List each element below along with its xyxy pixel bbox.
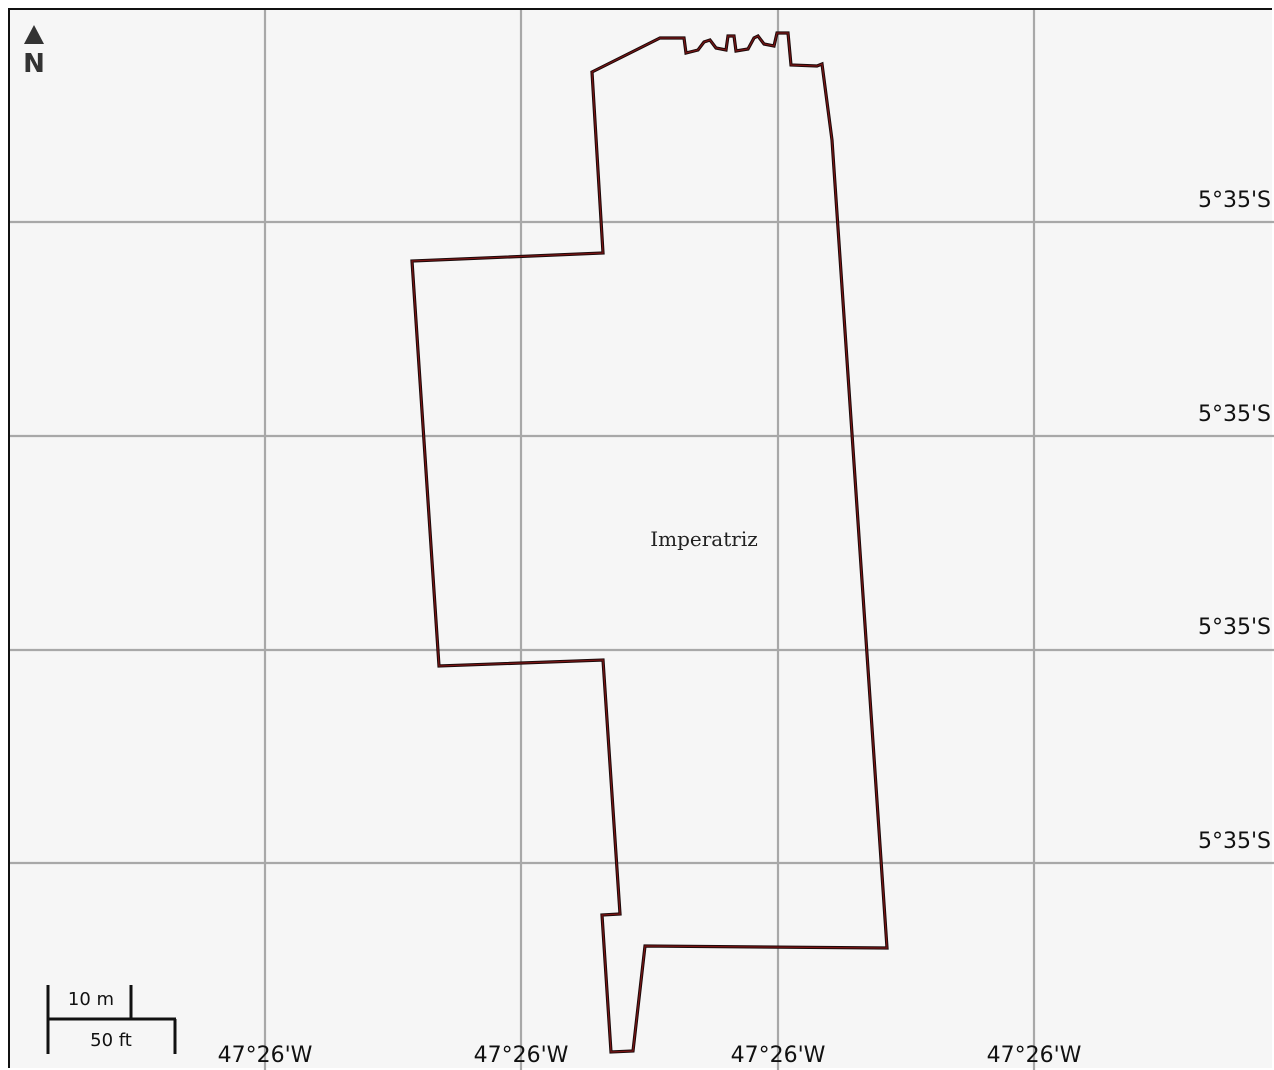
latitude-label: 5°35'S bbox=[1198, 188, 1271, 213]
scale-bar: 10 m 50 ft bbox=[46, 985, 177, 1054]
city-boundary[interactable] bbox=[410, 31, 889, 1054]
north-arrow-icon: N bbox=[23, 25, 45, 79]
longitude-label: 47°26'W bbox=[731, 1043, 826, 1068]
longitude-label: 47°26'W bbox=[474, 1043, 569, 1068]
north-label: N bbox=[23, 49, 45, 79]
place-label: Imperatriz bbox=[650, 527, 758, 551]
latitude-label: 5°35'S bbox=[1198, 615, 1271, 640]
scale-metric-label: 10 m bbox=[68, 989, 114, 1010]
latitude-label: 5°35'S bbox=[1198, 402, 1271, 427]
longitude-label: 47°26'W bbox=[218, 1043, 313, 1068]
scale-imperial-label: 50 ft bbox=[90, 1030, 132, 1051]
map-frame[interactable] bbox=[8, 8, 1272, 1068]
latitude-label: 5°35'S bbox=[1198, 829, 1271, 854]
longitude-label: 47°26'W bbox=[987, 1043, 1082, 1068]
